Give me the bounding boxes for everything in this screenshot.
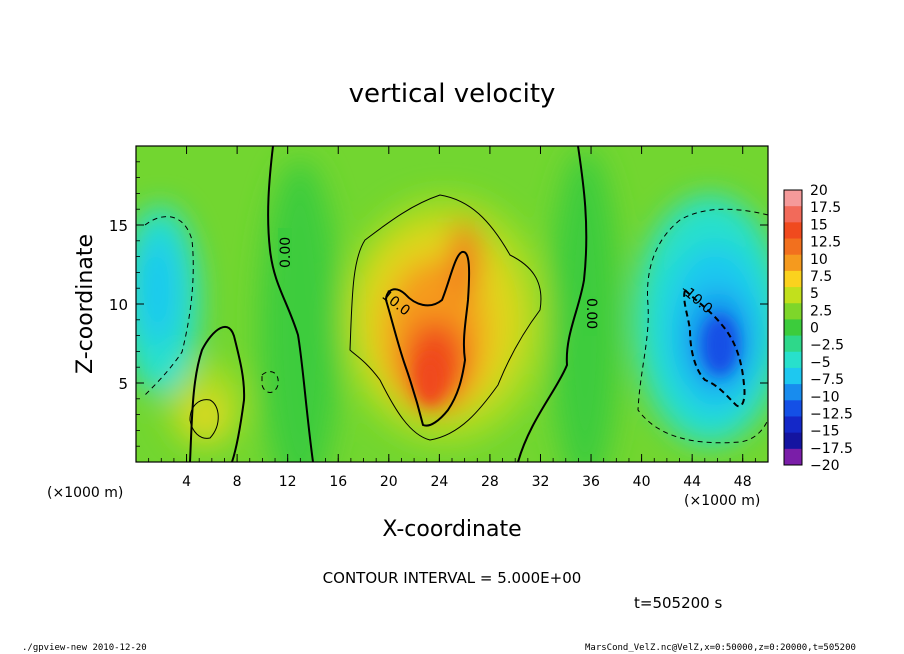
x-axis-ticks: 4 8 12 16 20 24 28 32 36 40 44 48 — [148, 146, 756, 490]
colorbar-swatch — [784, 367, 802, 385]
chart-title: vertical velocity — [349, 79, 556, 109]
x-tick-label: 44 — [683, 474, 701, 490]
x-tick-label: 16 — [329, 474, 347, 490]
colorbar-swatch — [784, 384, 802, 401]
colorbar-label: −2.5 — [810, 338, 844, 354]
contour-lines — [144, 146, 768, 462]
x-tick-label: 40 — [633, 474, 651, 490]
colorbar-label: 2.5 — [810, 303, 832, 319]
footer-left: ./gpview-new 2010-12-20 — [22, 643, 147, 653]
y-axis-label: Z-coordinate — [73, 234, 98, 374]
colorbar-swatch — [784, 287, 802, 304]
colorbar-label: 5 — [810, 286, 819, 302]
x-tick-label: 12 — [279, 474, 297, 490]
time-label: t=505200 s — [634, 594, 722, 612]
colorbar-swatch — [784, 400, 802, 417]
y-axis-ticks: 5 10 15 — [109, 161, 768, 447]
colorbar-swatch — [784, 432, 802, 450]
colorbar-label: 7.5 — [810, 269, 832, 285]
colorbar-swatch — [784, 319, 802, 337]
x-tick-label: 4 — [182, 474, 191, 490]
colorbar-swatch — [784, 448, 802, 466]
colorbar-label: 17.5 — [810, 200, 841, 216]
contour-label-1: 0.00 — [278, 237, 294, 268]
y-tick-label: 10 — [109, 296, 128, 314]
x-unit-right: (×1000 m) — [684, 493, 760, 509]
colorbar-swatch — [784, 416, 802, 434]
colorbar-swatch — [784, 190, 802, 207]
colorbar-label: 20 — [810, 183, 828, 199]
colorbar-swatch — [784, 254, 802, 272]
x-unit-left: (×1000 m) — [47, 485, 123, 501]
x-tick-label: 48 — [734, 474, 752, 490]
x-axis-label: X-coordinate — [382, 517, 521, 542]
colorbar-swatch — [784, 335, 802, 353]
x-tick-label: 32 — [532, 474, 550, 490]
colorbar-label: −15 — [810, 424, 840, 440]
x-tick-label: 8 — [233, 474, 242, 490]
colorbar-label: 12.5 — [810, 235, 841, 251]
colorbar-label: −17.5 — [810, 441, 853, 457]
colorbar-label: 0 — [810, 321, 819, 337]
colorbar-swatch — [784, 270, 802, 288]
colorbar-label: 10 — [810, 252, 828, 268]
contour-interval: CONTOUR INTERVAL = 5.000E+00 — [323, 569, 582, 587]
y-tick-label: 5 — [118, 375, 128, 393]
colorbar-label: −12.5 — [810, 406, 853, 422]
colorbar-label: −10 — [810, 389, 840, 405]
colorbar-swatch — [784, 206, 802, 223]
contour-label-3: 0.00 — [583, 298, 599, 329]
colorbar-label: −5 — [810, 355, 831, 371]
x-tick-label: 24 — [430, 474, 448, 490]
colorbar-swatch — [784, 303, 802, 320]
footer-right: MarsCond_VelZ.nc@VelZ,x=0:50000,z=0:2000… — [585, 643, 856, 653]
colorbar-frame — [783, 189, 803, 466]
y-tick-label: 15 — [109, 217, 128, 235]
colorbar-swatch — [784, 238, 802, 256]
plot-area: 0.00 10.0 0.00 -10.0 — [136, 146, 768, 462]
x-tick-label: 36 — [582, 474, 600, 490]
colorbar-label: 15 — [810, 217, 828, 233]
x-tick-label: 20 — [380, 474, 398, 490]
colorbar-label: −20 — [810, 458, 840, 474]
x-tick-label: 28 — [481, 474, 499, 490]
colorbar-label: −7.5 — [810, 372, 844, 388]
colorbar-swatch — [784, 351, 802, 369]
colorbar-swatch — [784, 222, 802, 240]
